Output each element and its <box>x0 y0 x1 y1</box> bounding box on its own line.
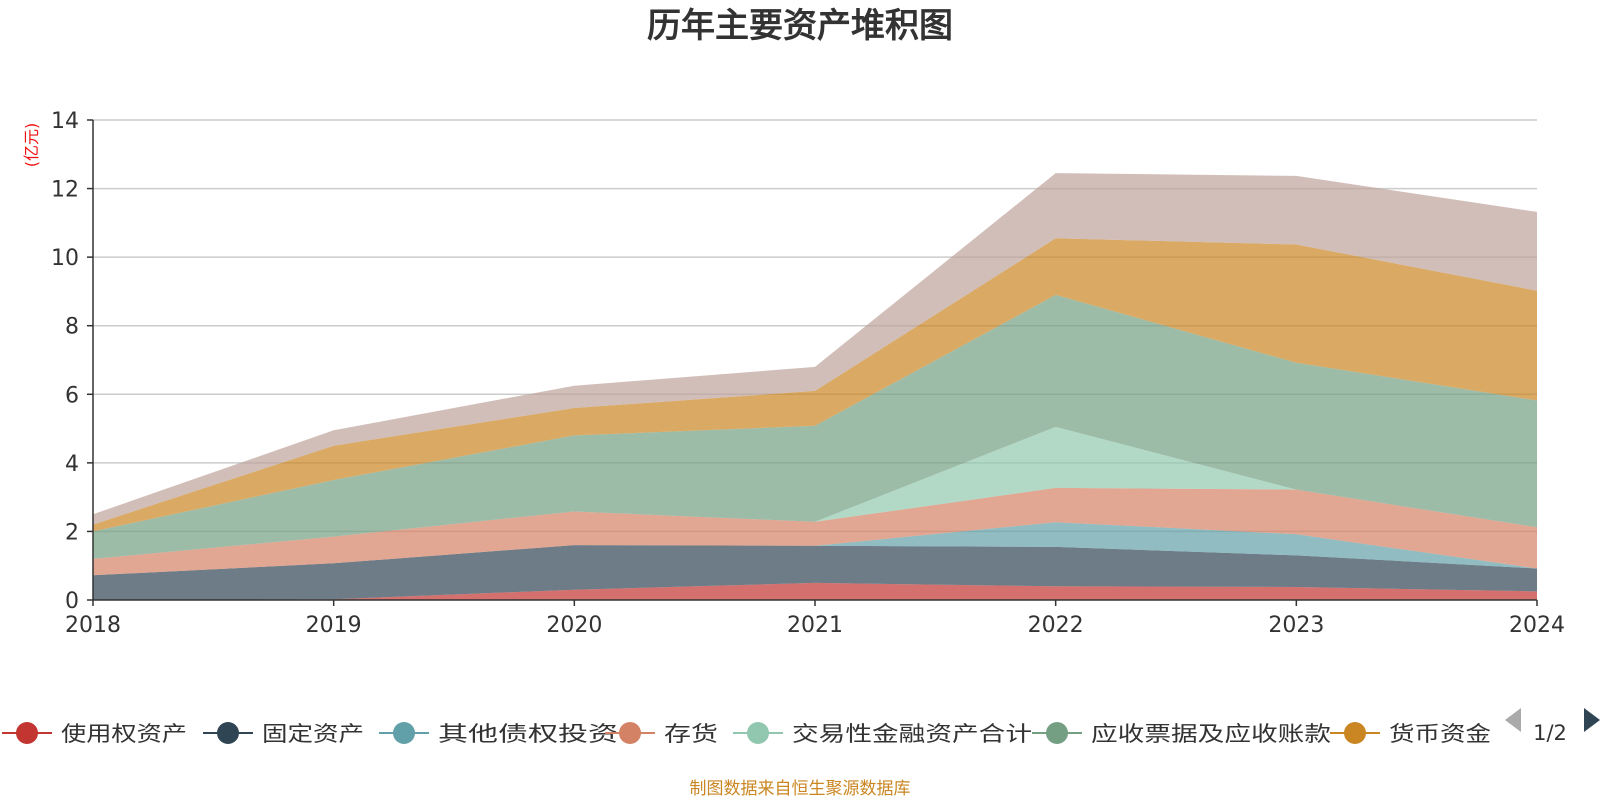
legend-next-page-icon[interactable] <box>1584 708 1600 732</box>
legend-label: 其他债权投资 <box>438 722 618 746</box>
y-tick-label: 6 <box>65 383 79 408</box>
legend-circle-icon <box>747 722 769 744</box>
area-series-7 <box>93 238 1537 532</box>
legend-circle-icon <box>1046 722 1068 744</box>
x-tick-label: 2020 <box>546 613 602 638</box>
x-tick-label: 2019 <box>306 613 362 638</box>
y-tick-label: 8 <box>65 315 79 340</box>
legend-circle-icon <box>217 722 239 744</box>
legend-item-6[interactable]: 应收票据及应收账款 <box>1032 722 1331 746</box>
legend-item-7[interactable]: 货币资金 <box>1330 722 1491 746</box>
legend-circle-icon <box>393 722 415 744</box>
legend-label: 交易性金融资产合计 <box>792 722 1032 746</box>
stacked-areas <box>93 173 1537 600</box>
chart-title: 历年主要资产堆积图 <box>647 6 953 46</box>
legend-label: 存货 <box>664 722 718 746</box>
y-axis-unit-label: (亿元) <box>22 123 41 168</box>
legend-item-5[interactable]: 交易性金融资产合计 <box>733 722 1032 746</box>
legend-circle-icon <box>16 722 38 744</box>
y-tick-label: 14 <box>51 109 79 134</box>
legend-label: 应收票据及应收账款 <box>1091 722 1331 746</box>
axes: 0 2 4 6 8 10 12 14 2018 2019 2020 2021 2022 2023 2024 <box>51 109 1565 638</box>
x-tick-label: 2023 <box>1268 613 1324 638</box>
area-series-6 <box>93 294 1537 559</box>
legend-label: 货币资金 <box>1389 722 1491 746</box>
legend-page-indicator: 1/2 <box>1533 721 1567 745</box>
legend-item-1[interactable]: 使用权资产 <box>2 722 187 746</box>
legend-item-3[interactable]: 其他债权投资 <box>379 722 618 746</box>
area-series-5 <box>93 426 1537 559</box>
area-series-8 <box>93 173 1537 525</box>
legend-circle-icon <box>1344 722 1366 744</box>
area-series-1 <box>93 582 1537 600</box>
x-tick-label: 2018 <box>65 613 121 638</box>
legend-item-4[interactable]: 存货 <box>605 722 718 746</box>
y-tick-label: 4 <box>65 452 79 477</box>
area-series-4 <box>93 487 1537 576</box>
x-tick-label: 2024 <box>1509 613 1565 638</box>
legend-label: 使用权资产 <box>61 722 187 746</box>
legend-circle-icon <box>619 722 641 744</box>
legend-item-2[interactable]: 固定资产 <box>203 722 364 746</box>
y-tick-label: 10 <box>51 246 79 271</box>
area-series-3 <box>93 522 1537 576</box>
x-tick-label: 2022 <box>1028 613 1084 638</box>
y-tick-label: 2 <box>65 520 79 545</box>
source-note: 制图数据来自恒生聚源数据库 <box>690 779 911 799</box>
y-tick-label: 12 <box>51 178 79 203</box>
legend-label: 固定资产 <box>262 722 364 746</box>
legend-prev-page-icon[interactable] <box>1505 708 1521 732</box>
legend-pager: 1/2 <box>1505 708 1600 745</box>
area-series-2 <box>93 545 1537 600</box>
x-tick-label: 2021 <box>787 613 843 638</box>
y-tick-label: 0 <box>65 589 79 614</box>
legend: 使用权资产 固定资产 其他债权投资 存货 交易性金融资产合计 应收票据及应收账款 货币资金 <box>2 722 1491 746</box>
